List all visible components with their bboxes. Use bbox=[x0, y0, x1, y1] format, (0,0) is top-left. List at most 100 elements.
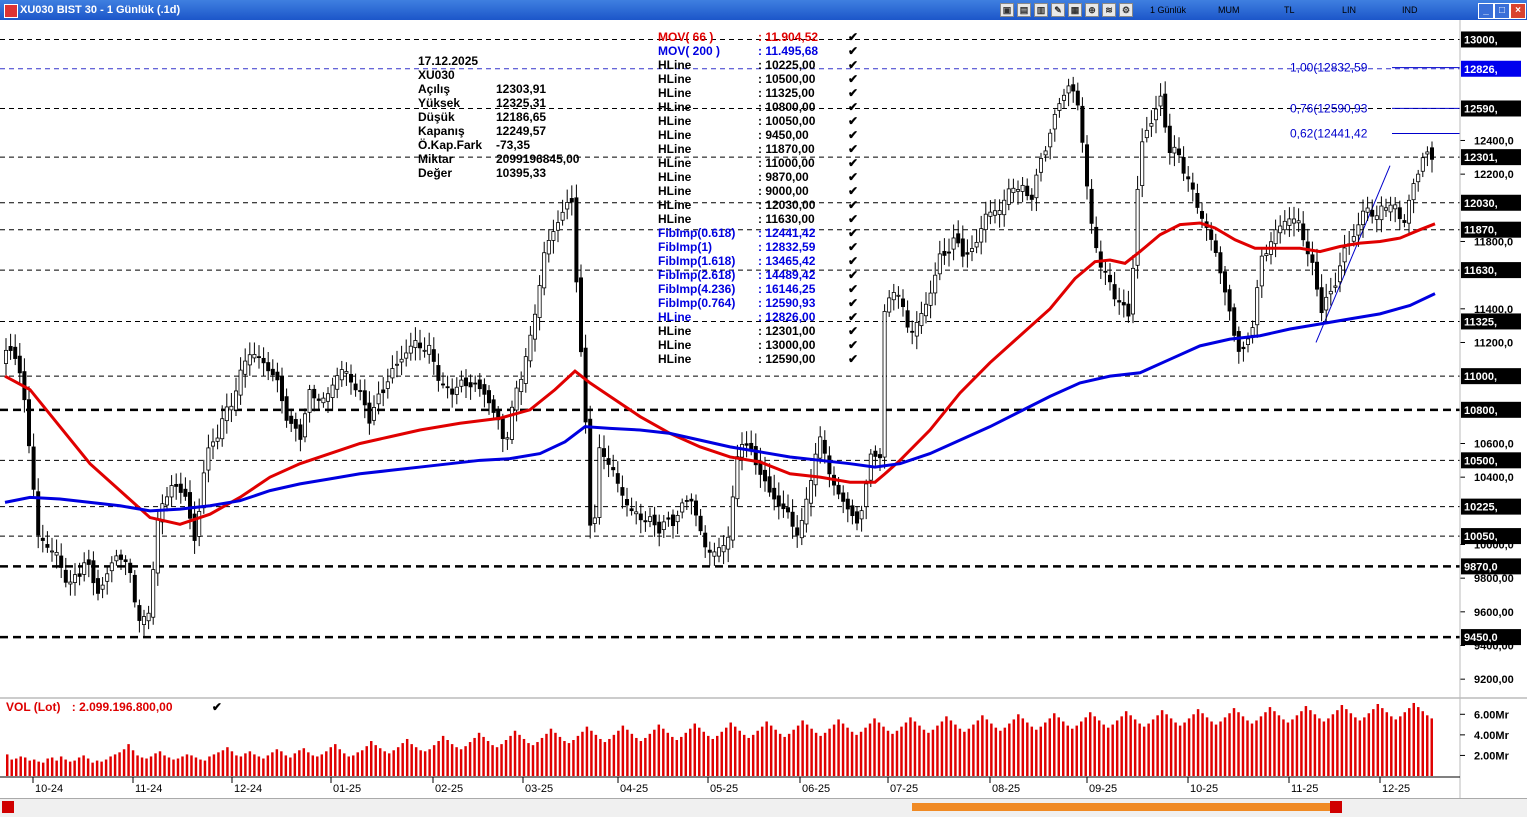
candle-body bbox=[169, 485, 174, 498]
legend-row[interactable]: FibImp(0.618): 12441,42 ✔ bbox=[658, 226, 860, 240]
legend-row[interactable]: FibImp(4.236): 16146,25 ✔ bbox=[658, 282, 860, 296]
legend-visibility-icon[interactable]: ✔ bbox=[848, 156, 859, 170]
close-button[interactable]: × bbox=[1510, 3, 1526, 19]
legend-visibility-icon[interactable]: ✔ bbox=[848, 86, 859, 100]
legend-visibility-icon[interactable]: ✔ bbox=[848, 72, 859, 86]
legend-row[interactable]: HLine: 10050,00 ✔ bbox=[658, 114, 860, 128]
legend-visibility-icon[interactable]: ✔ bbox=[848, 268, 859, 282]
legend-row[interactable]: FibImp(2.618): 14489,42 ✔ bbox=[658, 268, 860, 282]
legend-name: FibImp(1) bbox=[658, 240, 712, 254]
minimize-button[interactable]: _ bbox=[1478, 3, 1494, 19]
legend-row[interactable]: HLine: 10800,00 ✔ bbox=[658, 100, 860, 114]
print-icon[interactable]: ▤ bbox=[1017, 3, 1031, 17]
legend-row[interactable]: HLine: 9450,00 ✔ bbox=[658, 128, 860, 142]
legend-visibility-icon[interactable]: ✔ bbox=[848, 58, 859, 72]
legend-visibility-icon[interactable]: ✔ bbox=[848, 282, 859, 296]
volume-bar bbox=[999, 730, 1002, 776]
legend-visibility-icon[interactable]: ✔ bbox=[848, 254, 859, 268]
volume-bar bbox=[909, 717, 912, 776]
candle-body bbox=[730, 496, 735, 541]
info-row: Değer 10395,33 bbox=[418, 166, 579, 180]
legend-row[interactable]: MOV( 66 ): 11.904,52 ✔ bbox=[658, 30, 860, 44]
legend-row[interactable]: FibImp(1.618): 13465,42 ✔ bbox=[658, 254, 860, 268]
candle-body bbox=[1163, 93, 1168, 128]
price-chart[interactable]: 1,00(12832,590,76(12590,930,62(12441,42 … bbox=[0, 20, 1527, 798]
legend-visibility-icon[interactable]: ✔ bbox=[848, 100, 859, 114]
candle-body bbox=[215, 437, 220, 442]
save-icon[interactable]: ▣ bbox=[1000, 3, 1014, 17]
legend-visibility-icon[interactable]: ✔ bbox=[848, 324, 859, 338]
volume-bar bbox=[73, 760, 76, 776]
legend-row[interactable]: HLine: 12590,00 ✔ bbox=[658, 352, 860, 366]
legend-row[interactable]: HLine: 11630,00 ✔ bbox=[658, 212, 860, 226]
indicator-icon[interactable]: ≋ bbox=[1102, 3, 1116, 17]
legend-row[interactable]: HLine: 13000,00 ✔ bbox=[658, 338, 860, 352]
legend-row[interactable]: HLine: 12030,00 ✔ bbox=[658, 198, 860, 212]
volume-bar bbox=[1088, 712, 1092, 776]
scroll-left-arrow[interactable] bbox=[2, 801, 14, 813]
candle-body bbox=[652, 514, 657, 526]
legend-visibility-icon[interactable]: ✔ bbox=[848, 240, 859, 254]
drawing-tools-icon[interactable]: ✎ bbox=[1051, 3, 1065, 17]
volume-bar bbox=[1097, 720, 1101, 776]
chart-type-selector[interactable]: MUM bbox=[1218, 5, 1240, 15]
period-selector[interactable]: 1 Günlük bbox=[1150, 5, 1187, 15]
grid-icon[interactable]: ▦ bbox=[1068, 3, 1082, 17]
legend-row[interactable]: HLine: 12301,00 ✔ bbox=[658, 324, 860, 338]
legend-visibility-icon[interactable]: ✔ bbox=[848, 184, 859, 198]
legend-visibility-icon[interactable]: ✔ bbox=[848, 198, 859, 212]
legend-row[interactable]: HLine: 9870,00 ✔ bbox=[658, 170, 860, 184]
legend-visibility-icon[interactable]: ✔ bbox=[848, 296, 859, 310]
scale-selector[interactable]: LIN bbox=[1342, 5, 1357, 15]
indicator-mode-selector[interactable]: IND bbox=[1402, 5, 1418, 15]
volume-bar bbox=[698, 727, 701, 776]
copy-icon[interactable]: ▥ bbox=[1034, 3, 1048, 17]
maximize-button[interactable]: □ bbox=[1494, 3, 1510, 19]
candle-body bbox=[579, 277, 584, 353]
candle-body bbox=[105, 573, 110, 582]
legend-row[interactable]: MOV( 200 ): 11.495,68 ✔ bbox=[658, 44, 860, 58]
legend-visibility-icon[interactable]: ✔ bbox=[848, 170, 859, 184]
volume-visibility-icon[interactable]: ✔ bbox=[211, 700, 222, 714]
candle-body bbox=[634, 511, 639, 515]
legend-visibility-icon[interactable]: ✔ bbox=[848, 212, 859, 226]
legend-row[interactable]: HLine: 9000,00 ✔ bbox=[658, 184, 860, 198]
candle-body bbox=[684, 500, 689, 502]
legend-row[interactable]: HLine: 10225,00 ✔ bbox=[658, 58, 860, 72]
legend-visibility-icon[interactable]: ✔ bbox=[848, 352, 859, 366]
candle-body bbox=[1213, 240, 1218, 253]
info-row-label: Düşük bbox=[418, 110, 455, 124]
legend-visibility-icon[interactable]: ✔ bbox=[848, 114, 859, 128]
legend-value: : 11.495,68 bbox=[758, 44, 819, 58]
legend-visibility-icon[interactable]: ✔ bbox=[848, 338, 859, 352]
volume-bar bbox=[927, 732, 930, 776]
legend-row[interactable]: HLine: 11870,00 ✔ bbox=[658, 142, 860, 156]
legend-row[interactable]: FibImp(0.764): 12590,93 ✔ bbox=[658, 296, 860, 310]
scroll-thumb[interactable] bbox=[912, 803, 1332, 811]
hline-price-tag bbox=[1461, 31, 1521, 48]
legend-name: HLine bbox=[658, 324, 692, 338]
candle-body bbox=[220, 418, 225, 440]
candle-body bbox=[873, 450, 878, 457]
settings-icon[interactable]: ⚙ bbox=[1119, 3, 1133, 17]
legend-visibility-icon[interactable]: ✔ bbox=[848, 44, 859, 58]
legend-name: FibImp(1.618) bbox=[658, 254, 736, 268]
legend-row[interactable]: FibImp(1): 12832,59 ✔ bbox=[658, 240, 860, 254]
zoom-icon[interactable]: ⊕ bbox=[1085, 3, 1099, 17]
legend-visibility-icon[interactable]: ✔ bbox=[848, 128, 859, 142]
candle-body bbox=[82, 562, 87, 575]
legend-row[interactable]: HLine: 11000,00 ✔ bbox=[658, 156, 860, 170]
legend-row[interactable]: HLine: 12826,00 ✔ bbox=[658, 310, 860, 324]
scroll-right-arrow[interactable] bbox=[1330, 801, 1342, 813]
candle-body bbox=[436, 365, 441, 381]
legend-row[interactable]: HLine: 10500,00 ✔ bbox=[658, 72, 860, 86]
currency-selector[interactable]: TL bbox=[1284, 5, 1295, 15]
legend-row[interactable]: HLine: 11325,00 ✔ bbox=[658, 86, 860, 100]
legend-visibility-icon[interactable]: ✔ bbox=[848, 142, 859, 156]
horizontal-scrollbar[interactable] bbox=[0, 798, 1527, 817]
info-rows: Açılış 12303,91 Yüksek 12325,31 Düşük 12186,6… bbox=[418, 82, 579, 180]
legend-visibility-icon[interactable]: ✔ bbox=[848, 310, 859, 324]
legend-visibility-icon[interactable]: ✔ bbox=[848, 30, 859, 44]
candle-body bbox=[850, 505, 855, 517]
legend-visibility-icon[interactable]: ✔ bbox=[848, 226, 859, 240]
